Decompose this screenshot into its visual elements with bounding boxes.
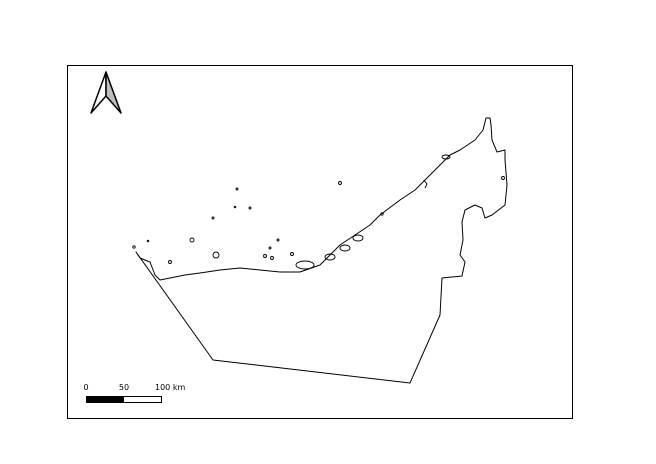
islands <box>132 154 505 270</box>
scale-label-50: 50 <box>119 383 129 392</box>
north-arrow-icon <box>90 71 122 114</box>
scale-label-100-km: 100 km <box>155 383 185 392</box>
country-outline <box>135 117 508 384</box>
map-frame <box>67 65 573 419</box>
scale-bar-segment-black <box>86 396 124 403</box>
scale-bar: 0 50 100 km <box>83 383 185 403</box>
scale-label-0: 0 <box>83 383 88 392</box>
scale-bar-segment-white <box>123 396 162 403</box>
